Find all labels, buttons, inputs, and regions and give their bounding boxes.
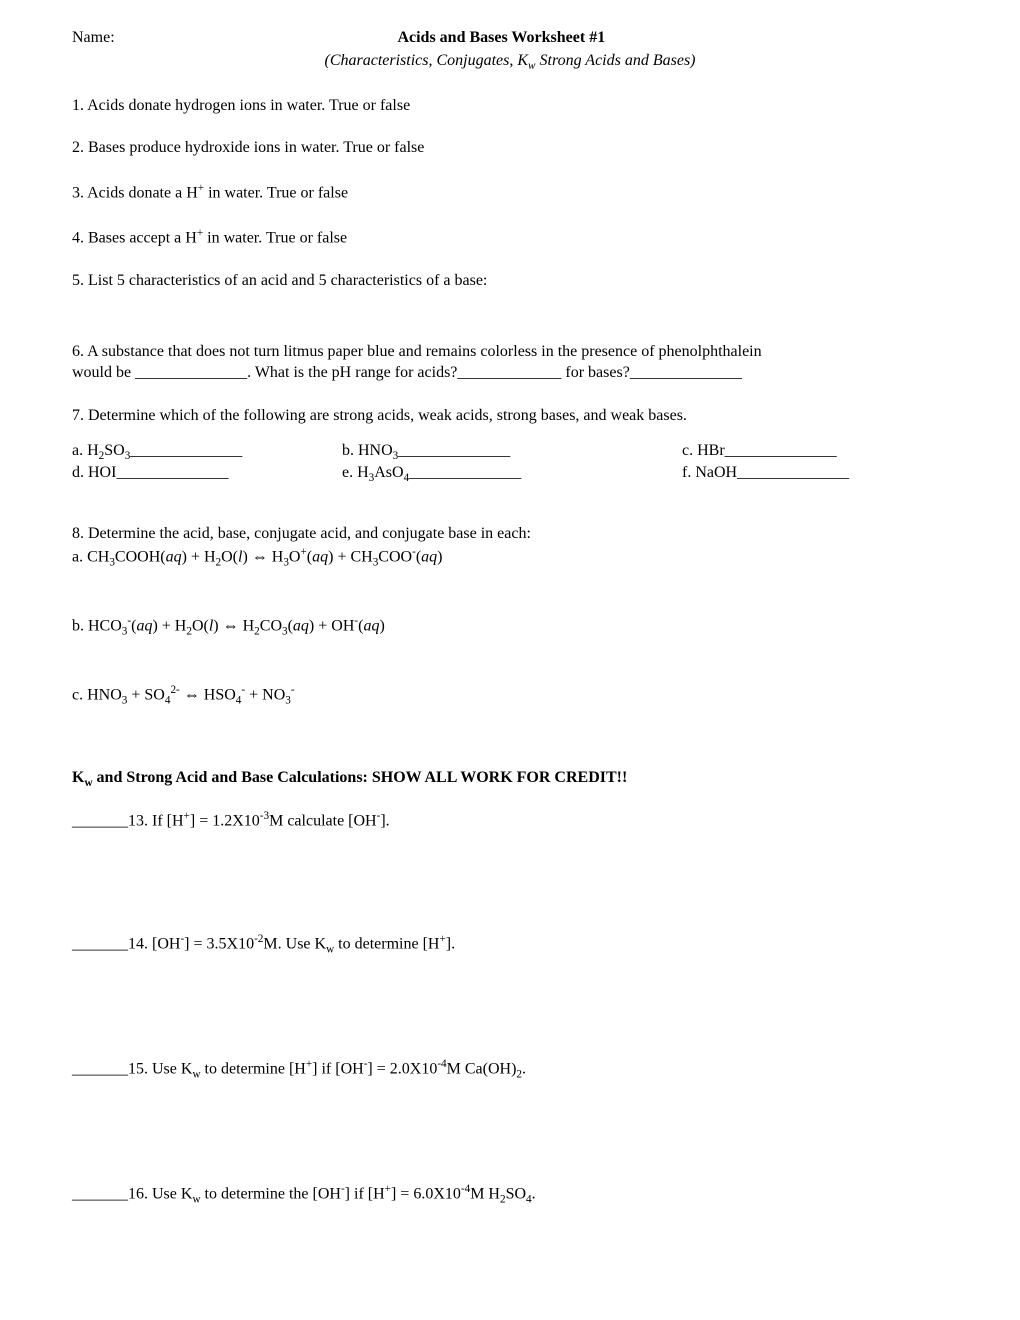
section-sub: w: [84, 777, 92, 789]
q6-line1: 6. A substance that does not turn litmus…: [72, 342, 948, 363]
q7c-post: ______________: [725, 442, 837, 459]
section-post: and Strong Acid and Base Calculations: S…: [93, 769, 628, 786]
q7f: f. NaOH______________: [682, 463, 948, 486]
q16-d: ] = 6.0X10: [391, 1185, 461, 1202]
section-heading: Kw and Strong Acid and Base Calculations…: [72, 768, 948, 791]
q7-row1: a. H2SO3______________ b. HNO3__________…: [72, 441, 948, 464]
q14-e: ].: [446, 935, 455, 952]
q14-subw: w: [326, 944, 334, 956]
q16-a: 16. Use K: [128, 1185, 192, 1202]
q7a: a. H2SO3______________: [72, 441, 342, 464]
q6-line2: would be ______________. What is the pH …: [72, 363, 948, 384]
q3-pre: 3. Acids donate a H: [72, 184, 198, 201]
q8a: a. CH3COOH(aq) + H2O(l) ⇔ H3O+(aq) + CH3…: [72, 545, 948, 570]
q14-blank: _______: [72, 935, 128, 952]
q4-post: in water. True or false: [203, 230, 347, 247]
q7a-pre: a. H: [72, 442, 99, 459]
question-16: _______16. Use Kw to determine the [OH-]…: [72, 1182, 948, 1207]
q7f-pre: f. NaOH: [682, 464, 737, 481]
question-8: 8. Determine the acid, base, conjugate a…: [72, 524, 948, 545]
q15-f: .: [522, 1060, 526, 1077]
question-3: 3. Acids donate a H+ in water. True or f…: [72, 181, 948, 204]
q14-c: M. Use K: [263, 935, 326, 952]
q7a-post: ______________: [130, 442, 242, 459]
section-pre: K: [72, 769, 84, 786]
q16-b: to determine the [OH: [201, 1185, 341, 1202]
q16-subw: w: [192, 1194, 200, 1206]
q16-f: SO: [506, 1185, 526, 1202]
q8b: b. HCO3-(aq) + H2O(l) ⇔ H2CO3(aq) + OH-(…: [72, 614, 948, 639]
question-5: 5. List 5 characteristics of an acid and…: [72, 271, 948, 292]
q14-sup2: -2: [254, 933, 263, 945]
question-15: _______15. Use Kw to determine [H+] if […: [72, 1057, 948, 1082]
q4-pre: 4. Bases accept a H: [72, 230, 197, 247]
q7a-mid: SO: [104, 442, 124, 459]
q14-b: ] = 3.5X10: [184, 935, 254, 952]
q15-c: ] if [OH: [312, 1060, 364, 1077]
q7e-mid: AsO: [374, 464, 403, 481]
question-14: _______14. [OH-] = 3.5X10-2M. Use Kw to …: [72, 932, 948, 957]
worksheet-subtitle: (Characteristics, Conjugates, Kw Strong …: [72, 51, 948, 74]
q13-b: ] = 1.2X10: [190, 812, 260, 829]
worksheet-title: Acids and Bases Worksheet #1: [115, 28, 948, 49]
q13-a: 13. If [H: [128, 812, 184, 829]
q7d: d. HOI______________: [72, 463, 342, 486]
question-4: 4. Bases accept a H+ in water. True or f…: [72, 226, 948, 249]
question-6: 6. A substance that does not turn litmus…: [72, 342, 948, 384]
q7e-pre: e. H: [342, 464, 369, 481]
q16-c: ] if [H: [345, 1185, 385, 1202]
q7e: e. H3AsO4______________: [342, 463, 682, 486]
q7c-pre: c. HBr: [682, 442, 725, 459]
q16-sup3: -4: [461, 1183, 470, 1195]
q15-e: M Ca(OH): [447, 1060, 517, 1077]
question-2: 2. Bases produce hydroxide ions in water…: [72, 138, 948, 159]
q15-blank: _______: [72, 1060, 128, 1077]
question-1: 1. Acids donate hydrogen ions in water. …: [72, 96, 948, 117]
q15-b: to determine [H: [201, 1060, 306, 1077]
q16-g: .: [532, 1185, 536, 1202]
name-label: Name:: [72, 28, 115, 49]
subtitle-pre: (Characteristics, Conjugates, K: [324, 52, 528, 69]
q7b-post: ______________: [398, 442, 510, 459]
question-13: _______13. If [H+] = 1.2X10-3M calculate…: [72, 809, 948, 832]
q7-row2: d. HOI______________ e. H3AsO4__________…: [72, 463, 948, 486]
subtitle-post: Strong Acids and Bases): [536, 52, 696, 69]
q15-d: ] = 2.0X10: [367, 1060, 437, 1077]
q3-post: in water. True or false: [204, 184, 348, 201]
q7c: c. HBr______________: [682, 441, 948, 464]
q7d-post: ______________: [116, 464, 228, 481]
q13-d: ].: [380, 812, 389, 829]
q14-a: 14. [OH: [128, 935, 180, 952]
q13-c: M calculate [OH: [269, 812, 377, 829]
q15-a: 15. Use K: [128, 1060, 192, 1077]
q15-sup3: -4: [437, 1058, 446, 1070]
q14-d: to determine [H: [334, 935, 439, 952]
q7f-post: ______________: [737, 464, 849, 481]
subtitle-sub: w: [528, 60, 535, 72]
q15-subw: w: [192, 1069, 200, 1081]
q16-blank: _______: [72, 1185, 128, 1202]
q7b: b. HNO3______________: [342, 441, 682, 464]
q7d-pre: d. HOI: [72, 464, 116, 481]
question-7: 7. Determine which of the following are …: [72, 406, 948, 427]
q13-blank: _______: [72, 812, 128, 829]
q7b-pre: b. HNO: [342, 442, 393, 459]
q8c: c. HNO3 + SO42- ⇔ HSO4- + NO3-: [72, 683, 948, 708]
q7e-post: ______________: [409, 464, 521, 481]
q16-e: M H: [470, 1185, 500, 1202]
header-row: Name: Acids and Bases Worksheet #1: [72, 28, 948, 49]
q13-sup2: -3: [260, 810, 269, 822]
